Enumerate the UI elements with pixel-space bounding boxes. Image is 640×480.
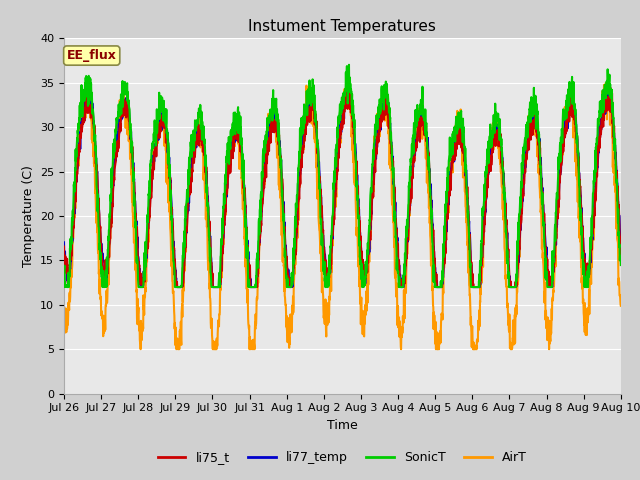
Legend: li75_t, li77_temp, SonicT, AirT: li75_t, li77_temp, SonicT, AirT xyxy=(153,446,532,469)
Title: Instument Temperatures: Instument Temperatures xyxy=(248,20,436,35)
Y-axis label: Temperature (C): Temperature (C) xyxy=(22,165,35,267)
Text: EE_flux: EE_flux xyxy=(67,49,116,62)
X-axis label: Time: Time xyxy=(327,419,358,432)
